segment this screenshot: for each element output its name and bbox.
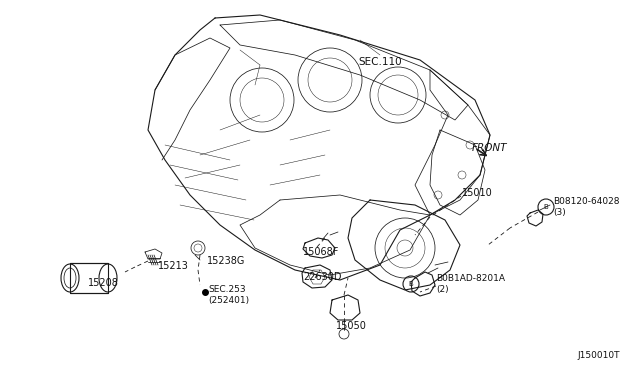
- Text: 15010: 15010: [462, 188, 493, 198]
- Text: 15238G: 15238G: [207, 256, 245, 266]
- Text: SEC.253
(252401): SEC.253 (252401): [208, 285, 249, 305]
- Text: FRONT: FRONT: [472, 143, 508, 153]
- Text: B: B: [408, 281, 413, 287]
- Text: B: B: [543, 204, 548, 210]
- Text: B08120-64028
(3): B08120-64028 (3): [553, 197, 620, 217]
- Text: 15213: 15213: [158, 261, 189, 271]
- Text: SEC.110: SEC.110: [358, 57, 402, 67]
- Text: 22630D: 22630D: [303, 272, 342, 282]
- Text: B0B1AD-8201A
(2): B0B1AD-8201A (2): [436, 274, 505, 294]
- Text: 15068F: 15068F: [303, 247, 339, 257]
- Text: 15050: 15050: [336, 321, 367, 331]
- Text: 15208: 15208: [88, 278, 119, 288]
- Text: J150010T: J150010T: [577, 350, 620, 359]
